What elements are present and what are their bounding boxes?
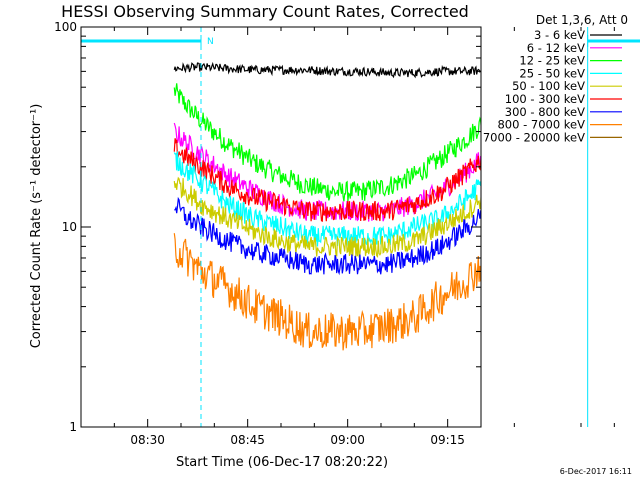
series-line-4 <box>173 176 481 259</box>
series-line-5 <box>173 138 481 223</box>
x-tick-label: 09:00 <box>330 433 365 447</box>
series-line-6 <box>174 196 481 276</box>
x-axis-label: Start Time (06-Dec-17 08:20:22) <box>176 455 388 470</box>
series-line-2 <box>173 83 481 202</box>
y-axis-label: Corrected Count Rate (s⁻¹ detector⁻¹) <box>29 104 44 349</box>
series-line-0 <box>173 61 481 79</box>
x-tick-label: 08:45 <box>230 433 265 447</box>
legend-entry-label: 7000 - 20000 keV <box>483 130 585 144</box>
night-label: N <box>207 37 214 47</box>
axes: 08:30 08:45 09:00 09:15 1 10 100 <box>54 20 615 447</box>
y-tick-label: 10 <box>62 220 77 234</box>
series-line-3 <box>173 151 481 247</box>
legend-entry-label: 300 - 800 keV <box>505 105 585 119</box>
legend-entry-label: 100 - 300 keV <box>505 92 585 106</box>
legend-header: Det 1,3,6, Att 0 <box>536 13 628 27</box>
series-line-7 <box>173 233 481 351</box>
y-tick-label: 1 <box>69 420 77 434</box>
legend-entry-label: 25 - 50 keV <box>519 66 585 80</box>
legend-entry-label: 12 - 25 keV <box>519 54 585 68</box>
legend-entry-label: 3 - 6 keV <box>534 28 585 42</box>
x-tick-label: 08:30 <box>130 433 165 447</box>
chart-title: HESSI Observing Summary Count Rates, Cor… <box>61 2 469 21</box>
x-tick-label: 09:15 <box>430 433 465 447</box>
series-line-1 <box>173 122 481 222</box>
legend-entry-label: 800 - 7000 keV <box>497 118 585 132</box>
timestamp: 6-Dec-2017 16:11 <box>560 467 632 476</box>
series-layer <box>173 61 481 351</box>
y-tick-label: 100 <box>54 20 77 34</box>
legend-entry-label: 6 - 12 keV <box>527 41 585 55</box>
legend-entry-label: 50 - 100 keV <box>512 79 585 93</box>
